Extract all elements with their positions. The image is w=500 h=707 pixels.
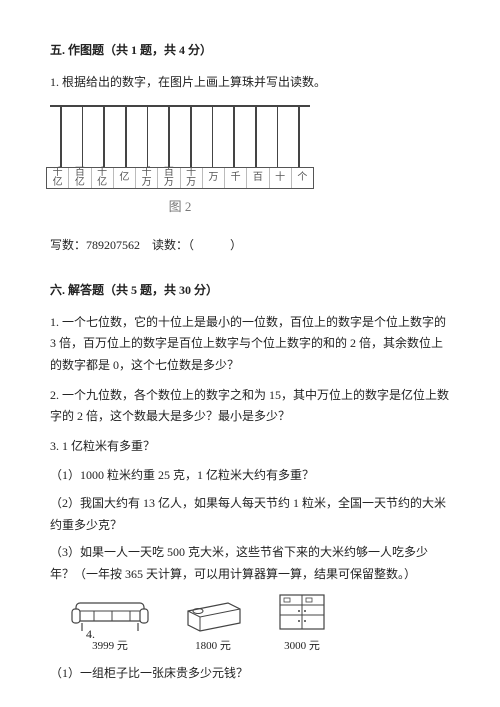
q4-row: 4. 3999 元 (50, 591, 450, 657)
section6-q1: 1. 一个七位数，它的十位上是最小的一位数，百位上的数字是个位上数字的 3 倍，… (50, 312, 450, 377)
section6-q3-3: （3）如果一人一天吃 500 克大米，这些节省下来的大米约够一人吃多少年？（一年… (50, 542, 450, 585)
abacus-rod (190, 105, 192, 167)
read-close: ） (230, 238, 242, 252)
abacus-place-label: 百亿 (69, 168, 91, 188)
cabinet-icon (276, 591, 328, 635)
abacus-rod (277, 105, 279, 167)
section6-q3-1: （1）1000 粒米约重 25 克，1 亿粒米大约有多重？ (50, 465, 450, 487)
abacus-place-label: 百 (247, 168, 269, 188)
section6-q4-1: （1）一组柜子比一张床贵多少元钱？ (50, 663, 450, 685)
abacus-rod (212, 105, 214, 167)
abacus-place-label: 万 (203, 168, 225, 188)
abacus-rod (233, 105, 235, 167)
write-label: 写数： (50, 238, 86, 252)
abacus-label-row: 千亿百亿十亿亿千万百万十万万千百十个 (46, 167, 314, 189)
abacus-place-label: 十万 (181, 168, 203, 188)
abacus-place-label: 千亿 (47, 168, 69, 188)
bed-icon (178, 597, 248, 635)
item-cabinet: 3000 元 (276, 591, 328, 657)
abacus-place-label: 亿 (114, 168, 136, 188)
cabinet-price: 3000 元 (284, 637, 320, 657)
abacus-rod (103, 105, 105, 167)
page: 五. 作图题（共 1 题，共 4 分） 1. 根据给出的数字，在图片上画上算珠并… (0, 0, 500, 707)
abacus-rod (82, 105, 84, 167)
abacus-place-label: 个 (292, 168, 313, 188)
abacus: 千亿百亿十亿亿千万百万十万万千百十个 (50, 105, 310, 195)
abacus-rod (298, 105, 300, 167)
section5-q1: 1. 根据给出的数字，在图片上画上算珠并写出读数。 (50, 72, 450, 94)
read-label: 读数：（ (152, 238, 194, 252)
item-bed: 1800 元 (178, 597, 248, 657)
write-value: 789207562 (86, 238, 140, 252)
abacus-rod (255, 105, 257, 167)
sofa-price: 3999 元 (92, 637, 128, 657)
figure-label: 图 2 (50, 195, 310, 218)
sofa-icon (70, 597, 150, 635)
section6-q3-intro: 3. 1 亿粒米有多重？ (50, 436, 450, 458)
abacus-figure: 千亿百亿十亿亿千万百万十万万千百十个 图 2 (50, 105, 450, 218)
abacus-place-label: 百万 (158, 168, 180, 188)
abacus-rod (147, 105, 149, 167)
section5-title: 五. 作图题（共 1 题，共 4 分） (50, 40, 450, 62)
bed-price: 1800 元 (195, 637, 231, 657)
section6-q2: 2. 一个九位数，各个数位上的数字之和为 15，其中万位上的数字是亿位上数字的 … (50, 385, 450, 428)
abacus-rod (125, 105, 127, 167)
abacus-rod (168, 105, 170, 167)
abacus-place-label: 千万 (136, 168, 158, 188)
write-read-line: 写数：789207562 读数：（ ） (50, 235, 450, 257)
abacus-top-rail (50, 105, 310, 107)
item-sofa: 3999 元 (70, 597, 150, 657)
abacus-place-label: 十亿 (92, 168, 114, 188)
section6-q3-2: （2）我国大约有 13 亿人，如果每人每天节约 1 粒米，全国一天节约的大米约重… (50, 493, 450, 536)
abacus-rod (60, 105, 62, 167)
abacus-place-label: 千 (225, 168, 247, 188)
section6-title: 六. 解答题（共 5 题，共 30 分） (50, 280, 450, 302)
q4-number: 4. (86, 624, 95, 646)
abacus-place-label: 十 (270, 168, 292, 188)
